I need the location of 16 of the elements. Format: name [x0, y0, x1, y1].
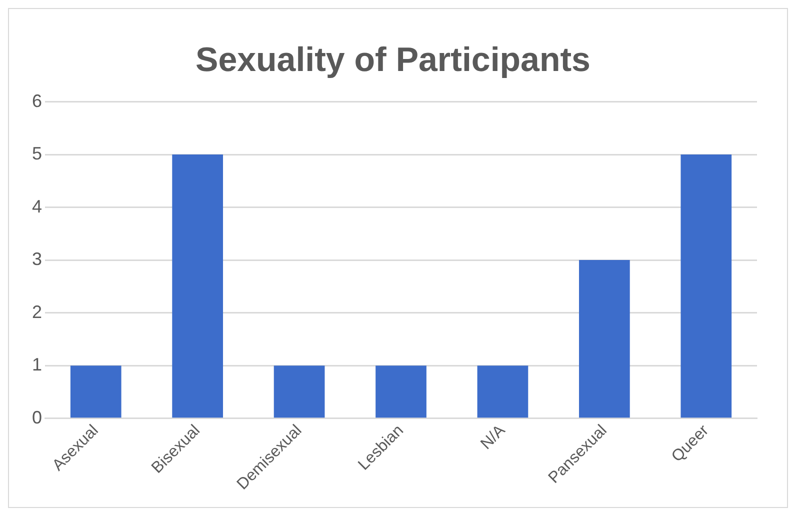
y-tick-label: 0: [32, 407, 42, 428]
bar: [376, 366, 426, 418]
y-tick-label: 2: [32, 302, 42, 322]
y-tick-label: 1: [32, 354, 42, 375]
chart-title: Sexuality of Participants: [196, 40, 590, 79]
bar: [579, 260, 630, 418]
y-tick-label: 6: [32, 90, 42, 111]
x-tick-label: N/A: [478, 422, 509, 453]
bar: [680, 154, 732, 418]
bar: [172, 154, 224, 418]
y-tick-label: 3: [32, 249, 42, 270]
bar: [70, 366, 122, 418]
y-tick-label: 5: [32, 144, 42, 164]
bar: [477, 366, 528, 418]
bar: [274, 366, 325, 418]
y-tick-label: 4: [32, 196, 42, 216]
